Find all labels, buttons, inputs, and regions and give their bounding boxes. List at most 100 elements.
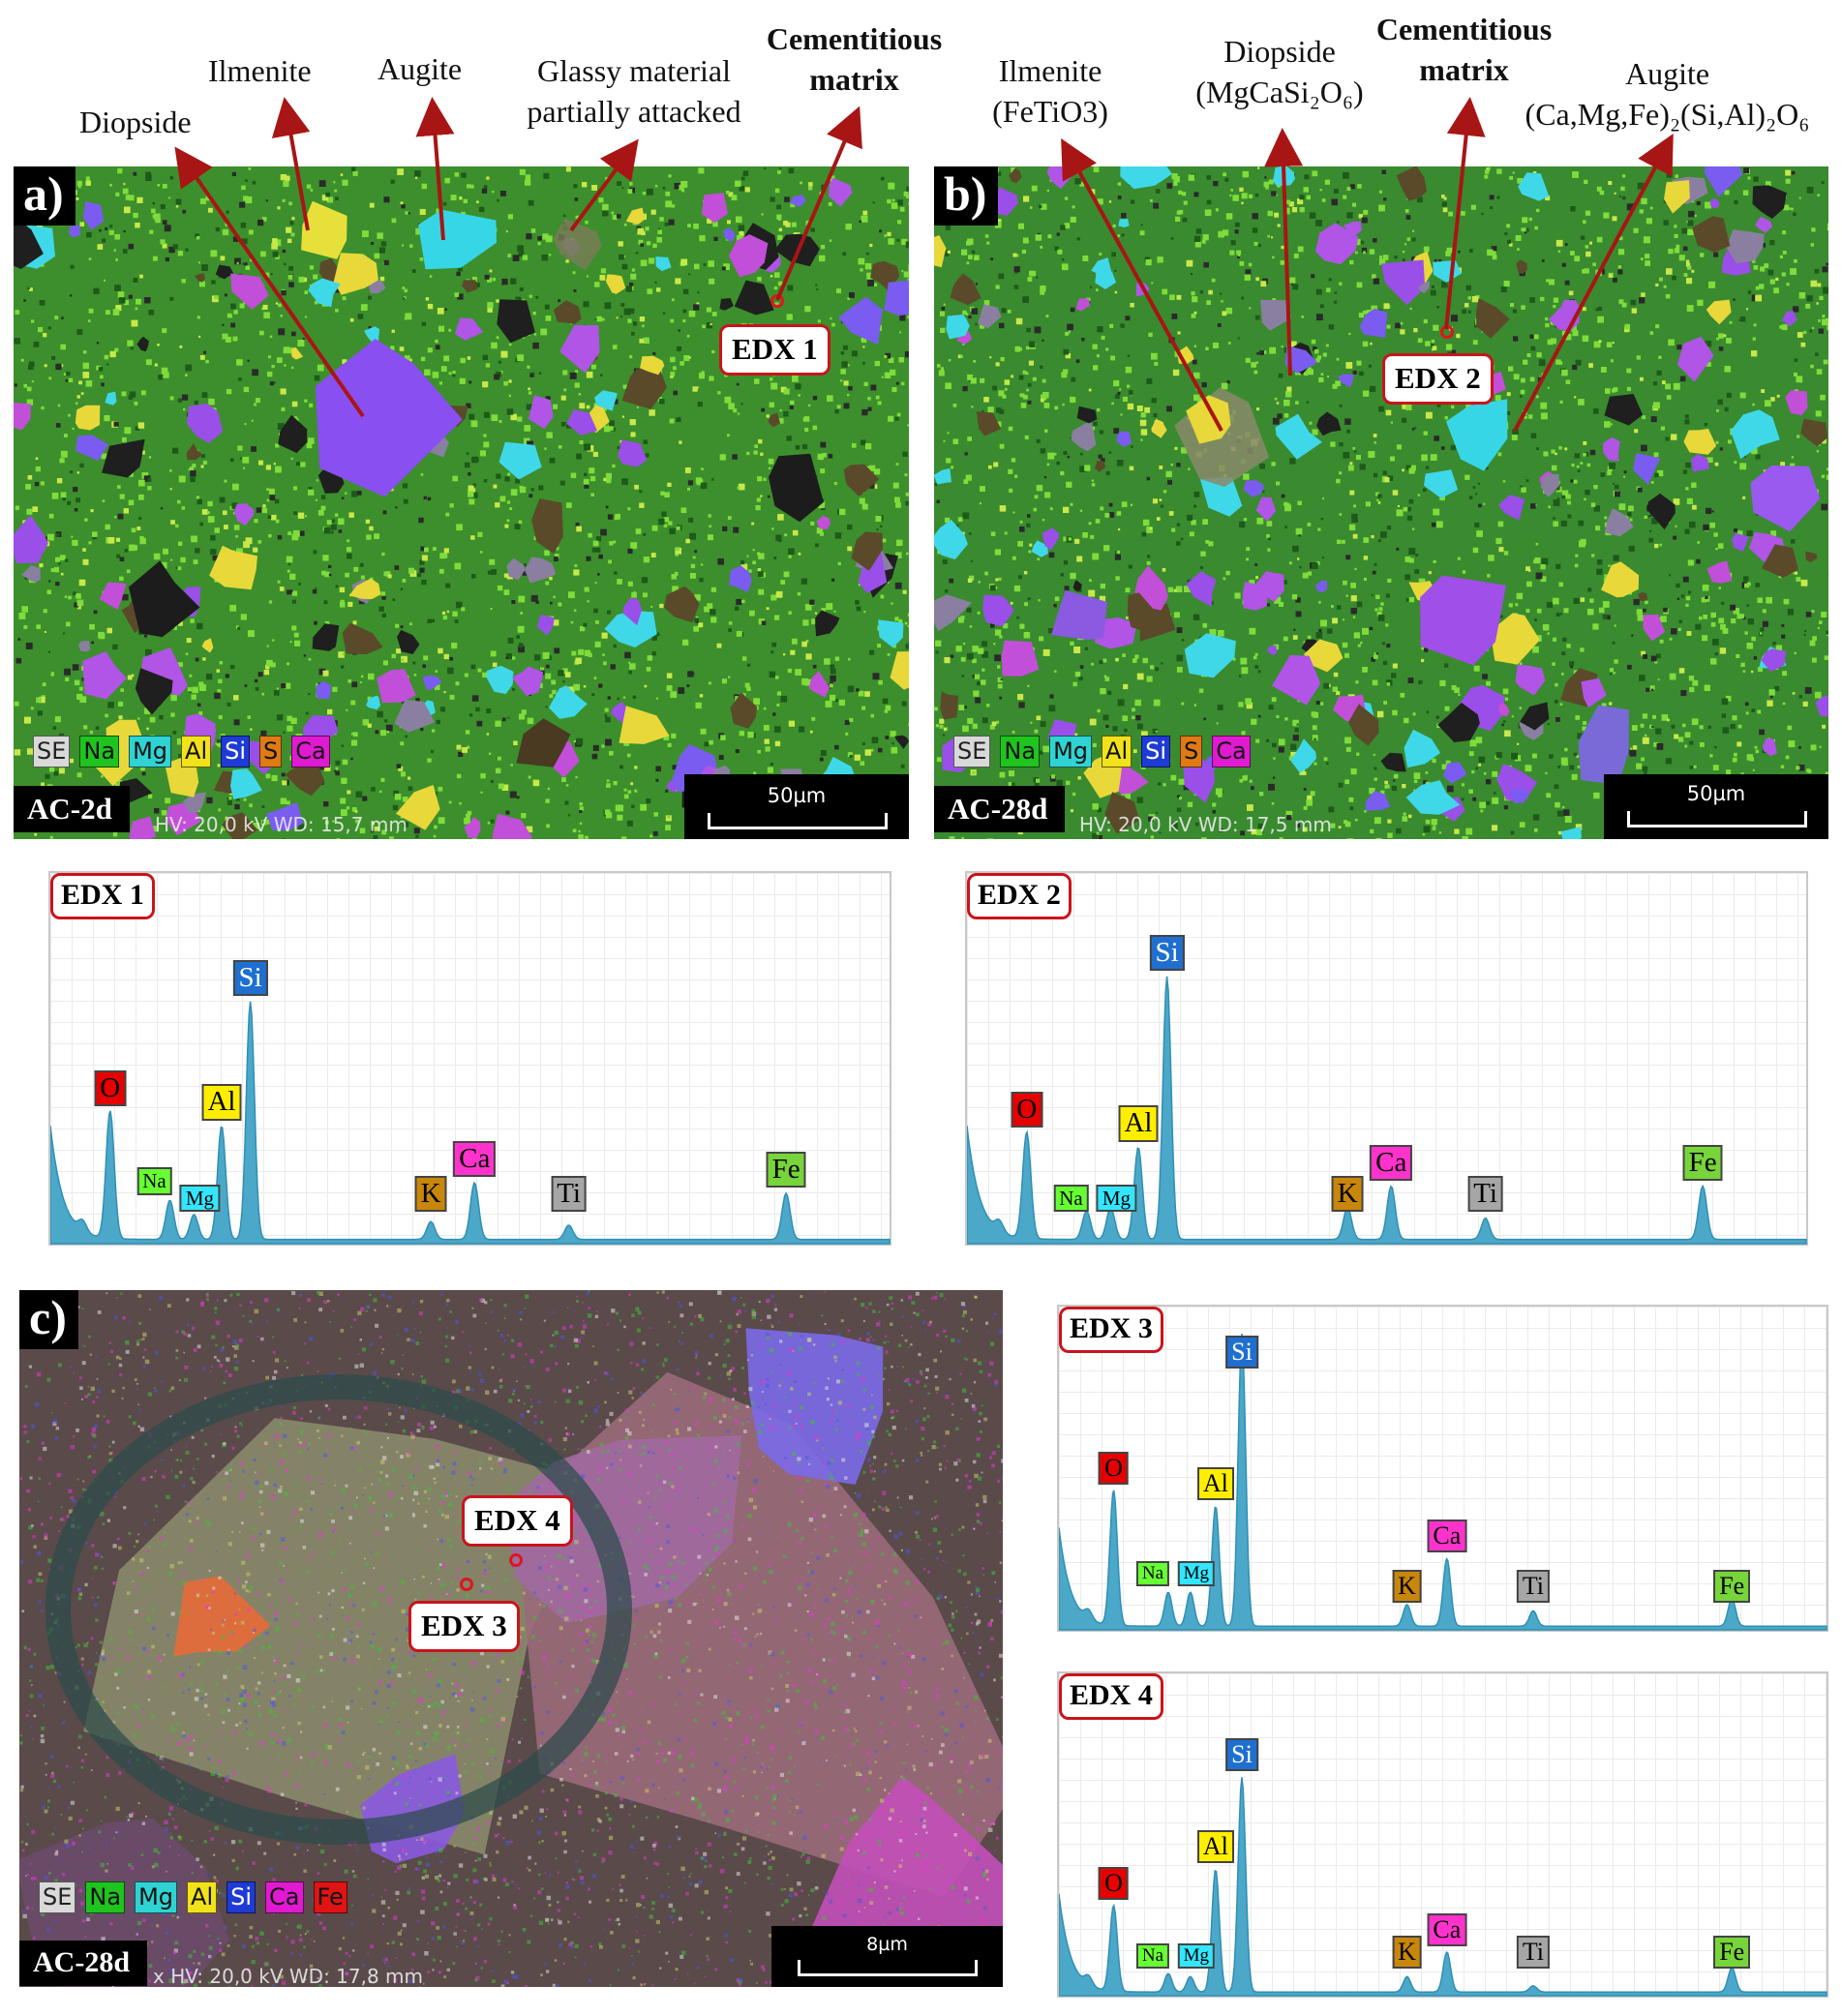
panel-letter-a: a): [14, 166, 75, 226]
peak-label-o: O: [1011, 1091, 1043, 1128]
peak-label-mg: Mg: [1177, 1561, 1215, 1586]
peak-label-al: Al: [201, 1084, 242, 1121]
scalebar-a: 50µm: [684, 774, 909, 839]
peak-label-ti: Ti: [1516, 1936, 1551, 1970]
peak-label-al: Al: [1196, 1830, 1234, 1864]
peak-label-o: O: [1099, 1452, 1129, 1486]
spectrum-curve: [1059, 1777, 1827, 1997]
legend-na: Na: [1000, 736, 1041, 767]
spectrum-edx2: EDX 2 O Na Mg Al Si K Ca Ti Fe: [965, 871, 1808, 1246]
marker-edx4: [509, 1553, 523, 1567]
peak-label-na: Na: [1135, 1943, 1170, 1970]
peak-label-na: Na: [1053, 1185, 1089, 1213]
peak-label-na: Na: [1135, 1561, 1170, 1586]
spectrum-edx3: EDX 3 O Na Mg Al Si K Ca Ti Fe: [1057, 1305, 1828, 1632]
scalebar-label-c: 8µm: [866, 1934, 908, 1955]
label-cementitious-matrix-a: Cementitious matrix: [766, 21, 943, 97]
legend-ca: Ca: [1212, 736, 1251, 767]
legend-ca: Ca: [265, 1881, 304, 1913]
peak-label-ca: Ca: [453, 1140, 497, 1178]
scalebar-label-a: 50µm: [767, 784, 827, 807]
peak-label-mg: Mg: [179, 1185, 221, 1213]
legend-al: Al: [187, 1881, 218, 1913]
peak-label-k: K: [1392, 1936, 1422, 1970]
peak-label-fe: Fe: [1713, 1570, 1751, 1604]
legend-fe: Fe: [313, 1881, 347, 1913]
spectrum-title-edx4: EDX 4: [1059, 1673, 1163, 1720]
sample-tag-b: AC-28d: [934, 786, 1066, 832]
peak-label-ti: Ti: [1467, 1175, 1504, 1213]
label-glassy-material: Glassy material partially attacked: [527, 53, 741, 129]
panel-letter-c: c): [19, 1290, 78, 1349]
scalebar-c: 8µm: [771, 1926, 1003, 1987]
legend-s: S: [1180, 736, 1203, 767]
peak-label-ti: Ti: [1516, 1570, 1551, 1604]
legend-na: Na: [85, 1881, 126, 1913]
hv-readout-b: HV: 20,0 kV WD: 17,5 mm: [1079, 813, 1332, 836]
legend-se: SE: [953, 736, 991, 767]
spectrum-edx1: EDX 1 O Na Mg Al Si K Ca Ti Fe: [48, 871, 891, 1246]
legend-se: SE: [33, 736, 71, 767]
peak-label-si: Si: [1149, 935, 1185, 972]
legend-s: S: [259, 736, 283, 767]
legend-si: Si: [1141, 736, 1171, 767]
legend-mg: Mg: [129, 736, 172, 767]
element-legend-b: SE Na Mg Al Si S Ca: [953, 736, 1251, 767]
spectrum-title-edx2: EDX 2: [967, 873, 1072, 919]
hv-readout-a: HV: 20,0 kV WD: 15,7 mm: [155, 813, 408, 836]
peak-label-si: Si: [1225, 1738, 1258, 1772]
peak-label-si: Si: [232, 959, 268, 997]
label-ilmenite-a: Ilmenite: [208, 53, 312, 88]
scalebar-b: 50µm: [1604, 774, 1828, 839]
sample-tag-c: AC-28d: [19, 1941, 148, 1986]
peak-label-fe: Fe: [1682, 1144, 1723, 1181]
marker-edx2: [1440, 325, 1454, 339]
peak-label-ti: Ti: [551, 1175, 588, 1213]
legend-se: SE: [39, 1881, 76, 1913]
legend-si: Si: [226, 1881, 257, 1913]
callout-edx3: EDX 3: [408, 1601, 520, 1653]
peak-label-o: O: [94, 1069, 127, 1106]
label-diopside-a: Diopside: [79, 105, 192, 139]
spectrum-curve: [1059, 1334, 1827, 1631]
peak-label-mg: Mg: [1096, 1185, 1137, 1213]
label-augite-b: Augite (Ca,Mg,Fe)₂(Si,Al)₂O₆: [1525, 56, 1810, 132]
panel-letter-b: b): [934, 166, 999, 226]
peak-label-al: Al: [1118, 1105, 1159, 1142]
legend-mg: Mg: [1049, 736, 1093, 767]
peak-label-na: Na: [136, 1167, 172, 1195]
callout-edx2: EDX 2: [1382, 353, 1494, 406]
marker-edx1: [770, 294, 784, 308]
spectrum-title-edx1: EDX 1: [50, 873, 155, 919]
hv-readout-c: x HV: 20,0 kV WD: 17,8 mm: [153, 1965, 424, 1988]
label-cementitious-matrix-b: Cementitious matrix: [1375, 12, 1553, 87]
peak-label-si: Si: [1225, 1336, 1258, 1369]
peak-label-k: K: [414, 1175, 447, 1213]
marker-edx3: [460, 1578, 473, 1591]
legend-si: Si: [221, 736, 251, 767]
peak-label-fe: Fe: [766, 1151, 806, 1189]
scalebar-label-b: 50µm: [1686, 782, 1746, 805]
peak-label-ca: Ca: [1370, 1144, 1413, 1181]
label-ilmenite-b: Ilmenite (FeTiO3): [992, 53, 1108, 129]
peak-label-fe: Fe: [1713, 1936, 1751, 1970]
legend-al: Al: [1102, 736, 1132, 767]
peak-label-k: K: [1392, 1570, 1422, 1604]
label-augite-a: Augite: [377, 51, 463, 86]
spectrum-curve: [967, 976, 1807, 1245]
legend-ca: Ca: [291, 736, 330, 767]
callout-edx1: EDX 1: [719, 324, 830, 376]
sample-tag-a: AC-2d: [14, 786, 130, 832]
legend-mg: Mg: [135, 1881, 178, 1913]
peak-label-al: Al: [1196, 1467, 1234, 1500]
callout-edx4: EDX 4: [462, 1495, 573, 1548]
label-diopside-b: Diopside (MgCaSi₂O₆): [1195, 34, 1364, 109]
element-legend-c: SE Na Mg Al Si Ca Fe: [39, 1881, 347, 1913]
peak-label-o: O: [1099, 1867, 1129, 1901]
element-legend-a: SE Na Mg Al Si S Ca: [33, 736, 330, 767]
peak-label-mg: Mg: [1177, 1943, 1215, 1970]
peak-label-ca: Ca: [1427, 1520, 1467, 1553]
peak-label-k: K: [1331, 1175, 1364, 1213]
spectrum-curve: [50, 1001, 891, 1245]
legend-al: Al: [181, 736, 212, 767]
